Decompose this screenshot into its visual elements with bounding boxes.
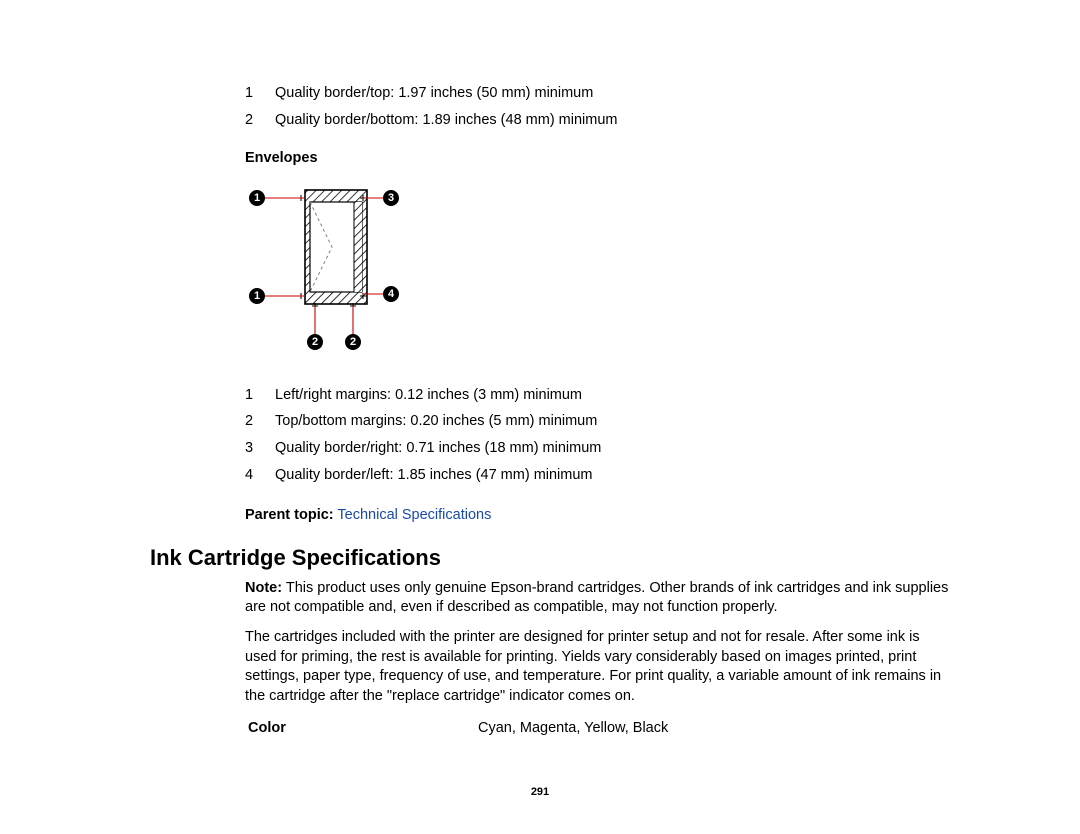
table-row: Color Cyan, Magenta, Yellow, Black	[248, 720, 960, 736]
spec-row: 3 Quality border/right: 0.71 inches (18 …	[245, 435, 960, 462]
spec-text: Quality border/left: 1.85 inches (47 mm)…	[275, 462, 593, 489]
svg-text:3: 3	[388, 192, 394, 204]
spec-number: 2	[245, 107, 275, 134]
parent-topic-label: Parent topic:	[245, 507, 334, 523]
spec-number: 2	[245, 408, 275, 435]
svg-text:1: 1	[254, 192, 260, 204]
section-title: Ink Cartridge Specifications	[150, 545, 960, 571]
ink-spec-table: Color Cyan, Magenta, Yellow, Black	[248, 720, 960, 736]
table-key: Color	[248, 720, 478, 736]
table-val: Cyan, Magenta, Yellow, Black	[478, 720, 668, 736]
spec-row: 1 Left/right margins: 0.12 inches (3 mm)…	[245, 382, 960, 409]
spec-text: Quality border/right: 0.71 inches (18 mm…	[275, 435, 601, 462]
note-label: Note:	[245, 580, 282, 596]
envelope-spec-list: 1 Left/right margins: 0.12 inches (3 mm)…	[245, 382, 960, 489]
envelopes-heading: Envelopes	[245, 150, 960, 166]
page-number: 291	[0, 786, 1080, 798]
spec-text: Top/bottom margins: 0.20 inches (5 mm) m…	[275, 408, 597, 435]
envelope-diagram: 1 3 1 4 2 2	[245, 176, 960, 366]
parent-topic: Parent topic: Technical Specifications	[245, 507, 960, 523]
parent-topic-link[interactable]: Technical Specifications	[337, 507, 491, 523]
spec-text: Quality border/bottom: 1.89 inches (48 m…	[275, 107, 618, 134]
document-page: 1 Quality border/top: 1.97 inches (50 mm…	[0, 0, 1080, 736]
section-paragraph: The cartridges included with the printer…	[245, 628, 954, 706]
svg-text:2: 2	[312, 336, 318, 348]
note-text: This product uses only genuine Epson-bra…	[245, 580, 948, 616]
svg-text:2: 2	[350, 336, 356, 348]
spec-row: 2 Quality border/bottom: 1.89 inches (48…	[245, 107, 960, 134]
top-spec-list: 1 Quality border/top: 1.97 inches (50 mm…	[245, 80, 960, 134]
svg-text:4: 4	[388, 288, 395, 300]
spec-text: Left/right margins: 0.12 inches (3 mm) m…	[275, 382, 582, 409]
spec-number: 1	[245, 382, 275, 409]
svg-text:1: 1	[254, 290, 260, 302]
spec-number: 1	[245, 80, 275, 107]
spec-number: 3	[245, 435, 275, 462]
spec-row: 1 Quality border/top: 1.97 inches (50 mm…	[245, 80, 960, 107]
spec-text: Quality border/top: 1.97 inches (50 mm) …	[275, 80, 593, 107]
spec-row: 2 Top/bottom margins: 0.20 inches (5 mm)…	[245, 408, 960, 435]
spec-number: 4	[245, 462, 275, 489]
spec-row: 4 Quality border/left: 1.85 inches (47 m…	[245, 462, 960, 489]
envelope-svg: 1 3 1 4 2 2	[245, 176, 485, 366]
note-block: Note: This product uses only genuine Eps…	[245, 579, 954, 618]
